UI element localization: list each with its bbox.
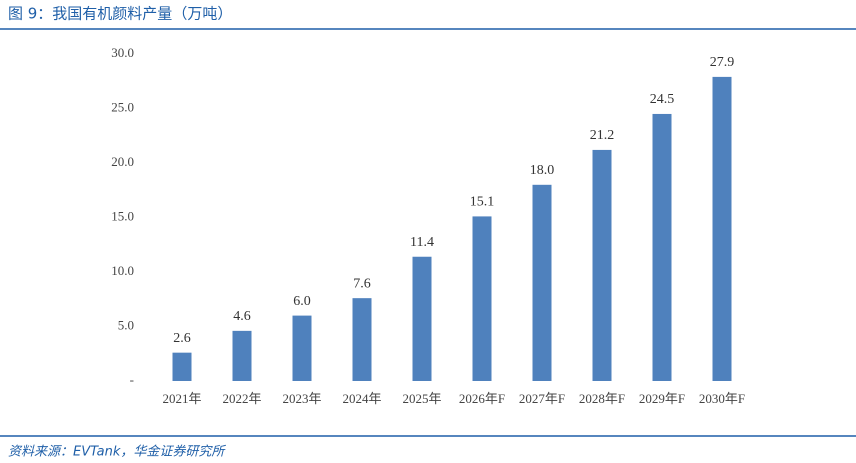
- value-label: 15.1: [470, 195, 495, 210]
- bar: [172, 352, 192, 381]
- bar: [652, 113, 672, 381]
- y-tick-label: 5.0: [118, 317, 134, 332]
- x-tick-label: 2021年: [162, 391, 201, 406]
- bar: [292, 315, 312, 381]
- x-tick-label: 2028年F: [579, 391, 625, 406]
- x-tick-label: 2025年: [402, 391, 441, 406]
- x-tick-label: 2026年F: [459, 391, 505, 406]
- y-tick-label: 20.0: [111, 154, 134, 169]
- y-tick-label: 30.0: [111, 45, 134, 60]
- x-tick-label: 2027年F: [519, 391, 565, 406]
- source-note: 资料来源：EVTank，华金证券研究所: [8, 444, 226, 460]
- value-label: 11.4: [410, 235, 434, 250]
- bar: [232, 330, 252, 381]
- value-label: 2.6: [173, 331, 191, 346]
- value-label: 6.0: [293, 294, 311, 309]
- value-label: 27.9: [710, 55, 735, 70]
- x-tick-label: 2030年F: [699, 391, 745, 406]
- x-tick-label: 2024年: [342, 391, 381, 406]
- bar: [412, 256, 432, 381]
- bar: [352, 298, 372, 381]
- x-tick-label: 2023年: [282, 391, 321, 406]
- y-tick-label: 10.0: [111, 263, 134, 278]
- bar: [592, 149, 612, 381]
- value-label: 18.0: [530, 163, 555, 178]
- x-tick-label: 2029年F: [639, 391, 685, 406]
- value-label: 24.5: [650, 92, 675, 107]
- y-tick-label: 25.0: [111, 99, 134, 114]
- bar: [532, 184, 552, 381]
- chart-title: 图 9：我国有机颜料产量（万吨）: [8, 5, 232, 23]
- bar: [712, 76, 732, 381]
- value-label: 4.6: [233, 309, 251, 324]
- x-tick-label: 2022年: [222, 391, 261, 406]
- bar: [472, 216, 492, 381]
- y-tick-label: 15.0: [111, 208, 134, 223]
- value-label: 7.6: [353, 276, 371, 291]
- value-label: 21.2: [590, 128, 615, 143]
- y-tick-label: -: [130, 372, 134, 387]
